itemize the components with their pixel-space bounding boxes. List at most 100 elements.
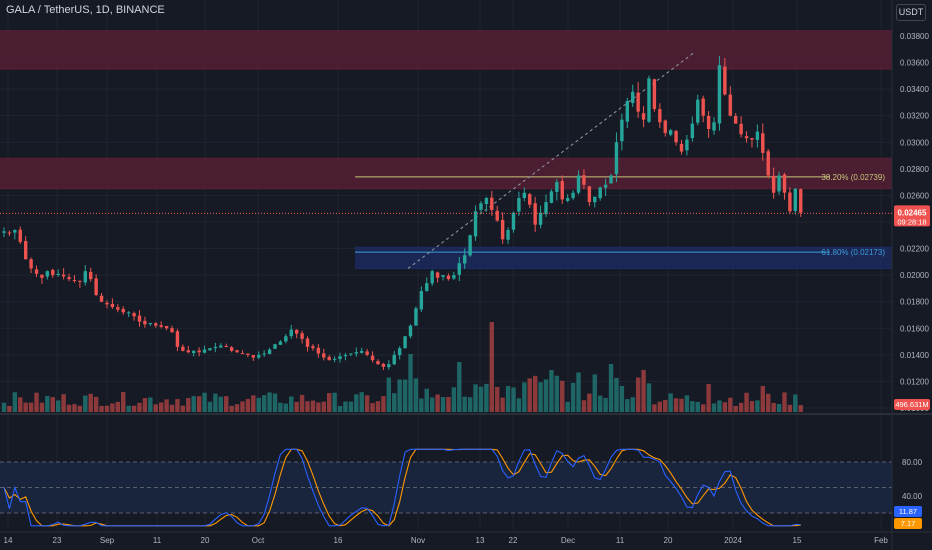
- volume-bar: [684, 395, 690, 412]
- volume-bar: [505, 386, 511, 412]
- candle-body: [636, 92, 640, 112]
- candle-body: [61, 274, 66, 277]
- volume-bar: [787, 404, 793, 412]
- candle-body: [300, 333, 304, 339]
- volume-bar: [305, 401, 310, 412]
- volume-bar: [316, 402, 321, 412]
- fib-levels: 38.20% (0.02739) 61.80% (0.02173): [355, 51, 885, 269]
- candle-body: [517, 198, 521, 212]
- volume-bar: [435, 394, 440, 412]
- candle-body: [89, 271, 93, 280]
- volume-bar: [700, 404, 706, 412]
- volume-bar: [663, 399, 668, 412]
- candle-body: [625, 101, 629, 122]
- candle-body: [175, 331, 180, 347]
- stoch-k-value: 11.87: [899, 507, 917, 516]
- candle-body: [457, 263, 461, 275]
- volume-bar: [679, 398, 684, 412]
- price-tick-label: 0.01400: [900, 351, 929, 360]
- time-tick-label: 11: [616, 536, 625, 545]
- resistance-zone-mid: [0, 158, 892, 189]
- candle-body: [598, 187, 602, 199]
- volume-bar: [511, 387, 516, 412]
- volume-bar: [294, 401, 299, 412]
- volume-bar: [34, 392, 39, 412]
- candle-body: [289, 329, 293, 337]
- candle-body: [45, 271, 50, 277]
- time-tick-label: 13: [476, 536, 485, 545]
- volume-bar: [478, 386, 484, 412]
- volume-bar: [543, 379, 549, 412]
- candle-body: [528, 194, 532, 205]
- volume-bar: [364, 395, 370, 412]
- volume-bar: [446, 396, 451, 412]
- candle-body: [311, 346, 315, 349]
- price-tick-label: 0.03000: [900, 138, 929, 147]
- time-tick-label: Feb: [874, 536, 888, 545]
- volume-bar: [592, 374, 597, 412]
- candle-body: [576, 175, 581, 193]
- candle-body: [728, 94, 732, 116]
- candle-body: [419, 291, 424, 310]
- volume-bar: [402, 379, 408, 412]
- candle-body: [294, 329, 299, 334]
- candle-body: [750, 138, 754, 140]
- candle-body: [273, 344, 277, 349]
- candle-body: [354, 352, 358, 354]
- volume-bar: [527, 378, 532, 412]
- candle-body: [202, 349, 207, 353]
- volume-bar: [489, 322, 494, 412]
- candle-body: [137, 315, 142, 322]
- candle-body: [495, 210, 499, 221]
- symbol-title[interactable]: GALA / TetherUS, 1D, BINANCE: [6, 4, 165, 16]
- candle-body: [397, 348, 402, 356]
- axis-labels: 0.03800 0.03600 0.03400 0.03200 0.03000 0.028…: [0, 32, 930, 545]
- volume-bar: [240, 401, 245, 412]
- candle-body: [403, 336, 407, 349]
- price-tick-label: 0.01200: [900, 377, 929, 386]
- volume-bar: [110, 403, 115, 412]
- volume-bar: [576, 372, 581, 412]
- volume-bar: [744, 392, 749, 412]
- candlesticks[interactable]: [2, 55, 803, 371]
- candle-body: [701, 98, 705, 116]
- time-tick-label: Sep: [100, 536, 115, 545]
- volume-bar: [538, 382, 543, 412]
- volume-bar: [278, 402, 283, 412]
- candle-body: [668, 130, 673, 135]
- candle-body: [658, 109, 662, 123]
- volume-bar: [180, 405, 186, 412]
- price-tick-label: 0.03800: [900, 32, 929, 41]
- volume-bar: [473, 384, 478, 412]
- candle-body: [13, 229, 17, 233]
- candle-body: [414, 308, 418, 326]
- volume-bar: [771, 402, 776, 412]
- volume-bar: [289, 396, 294, 412]
- candle-body: [696, 99, 700, 123]
- candle-body: [641, 113, 646, 120]
- currency-button[interactable]: USDT: [896, 4, 926, 21]
- stoch-d-value: 7.17: [901, 519, 916, 528]
- volume-bar: [652, 404, 657, 412]
- candle-body: [376, 361, 380, 365]
- candle-body: [571, 192, 575, 199]
- candle-body: [349, 353, 353, 355]
- volume-bar: [327, 393, 332, 412]
- candle-body: [690, 123, 695, 139]
- candle-body: [663, 120, 667, 133]
- candle-body: [94, 278, 98, 296]
- volume-bar: [603, 397, 608, 412]
- candle-body: [121, 308, 125, 313]
- volume-bar: [224, 396, 229, 412]
- volume-bar: [635, 377, 641, 412]
- candle-body: [387, 364, 391, 368]
- candle-body: [7, 232, 12, 234]
- stoch-k-badge: [894, 506, 922, 517]
- candle-body: [257, 354, 261, 358]
- volume-bar: [164, 399, 169, 412]
- volume-bar: [755, 400, 760, 412]
- time-tick-label: 16: [334, 536, 343, 545]
- candle-body: [143, 320, 147, 325]
- price-tick-label: 0.02200: [900, 245, 929, 254]
